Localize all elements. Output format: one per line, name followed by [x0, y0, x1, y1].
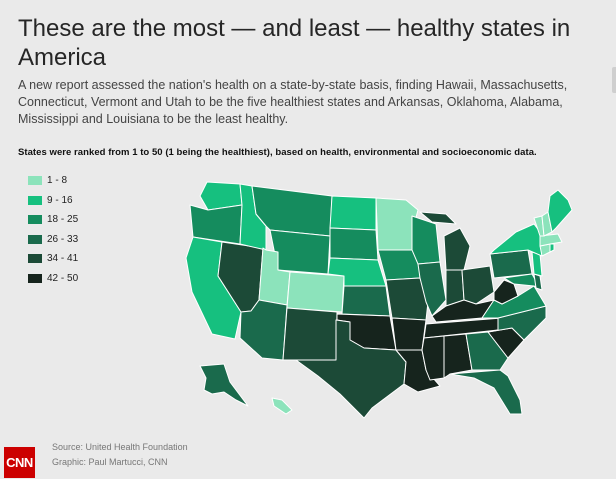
legend-swatch: [28, 254, 42, 263]
intro-paragraph: A new report assessed the nation's healt…: [18, 78, 568, 126]
legend-item-tier-2: 9 - 16: [28, 194, 78, 207]
state-tx[interactable]: [295, 319, 407, 419]
legend-item-tier-4: 26 - 33: [28, 233, 78, 246]
source-credit: Source: United Health Foundation: [52, 442, 188, 452]
legend-swatch: [28, 215, 42, 224]
state-ga[interactable]: [465, 331, 509, 371]
state-co[interactable]: [286, 271, 345, 313]
legend-swatch: [28, 273, 42, 283]
page-title: These are the most — and least — healthy…: [18, 15, 571, 71]
state-ny[interactable]: [489, 223, 543, 257]
state-wi[interactable]: [411, 215, 441, 265]
state-ar[interactable]: [391, 317, 427, 351]
legend-label: 18 - 25: [47, 214, 79, 225]
us-state-health-map: [185, 181, 573, 419]
legend-item-tier-6: 42 - 50: [28, 272, 78, 285]
state-va[interactable]: [481, 285, 547, 319]
state-sd[interactable]: [329, 227, 379, 261]
side-scroll-tab[interactable]: [612, 67, 616, 93]
legend-label: 34 - 41: [47, 253, 79, 264]
legend-label: 26 - 33: [47, 233, 79, 245]
legend-swatch: [28, 195, 42, 205]
legend-label: 1 - 8: [47, 175, 68, 186]
state-ks[interactable]: [341, 285, 391, 317]
state-mi-upper[interactable]: [419, 211, 457, 225]
state-ak[interactable]: [199, 363, 249, 407]
state-pa[interactable]: [489, 249, 533, 279]
legend-item-tier-3: 18 - 25: [28, 213, 78, 226]
state-fl[interactable]: [449, 369, 523, 415]
state-ma[interactable]: [539, 233, 563, 247]
state-wy[interactable]: [269, 229, 331, 275]
legend-label: 9 - 16: [47, 194, 73, 206]
cnn-logo[interactable]: CNN: [4, 447, 35, 478]
state-wv[interactable]: [493, 279, 519, 305]
legend-item-tier-5: 34 - 41: [28, 252, 78, 265]
state-me[interactable]: [547, 189, 573, 233]
graphic-credit: Graphic: Paul Martucci, CNN: [52, 457, 168, 467]
legend-label: 42 - 50: [47, 272, 79, 284]
legend-swatch: [28, 176, 42, 185]
state-oh[interactable]: [461, 265, 495, 305]
state-nc[interactable]: [487, 305, 547, 341]
map-subhead: States were ranked from 1 to 50 (1 being…: [18, 147, 537, 158]
state-nm[interactable]: [282, 307, 338, 361]
state-mo[interactable]: [385, 277, 429, 321]
legend-swatch: [28, 234, 42, 244]
map-legend: 1 - 8 9 - 16 18 - 25 26 - 33 34 - 41 42 …: [28, 174, 78, 291]
state-ky[interactable]: [431, 299, 495, 323]
state-mi[interactable]: [443, 227, 471, 271]
state-al[interactable]: [443, 333, 473, 379]
state-hi[interactable]: [271, 397, 293, 415]
state-ri[interactable]: [549, 243, 555, 253]
state-nd[interactable]: [329, 195, 377, 231]
legend-item-tier-1: 1 - 8: [28, 174, 78, 187]
